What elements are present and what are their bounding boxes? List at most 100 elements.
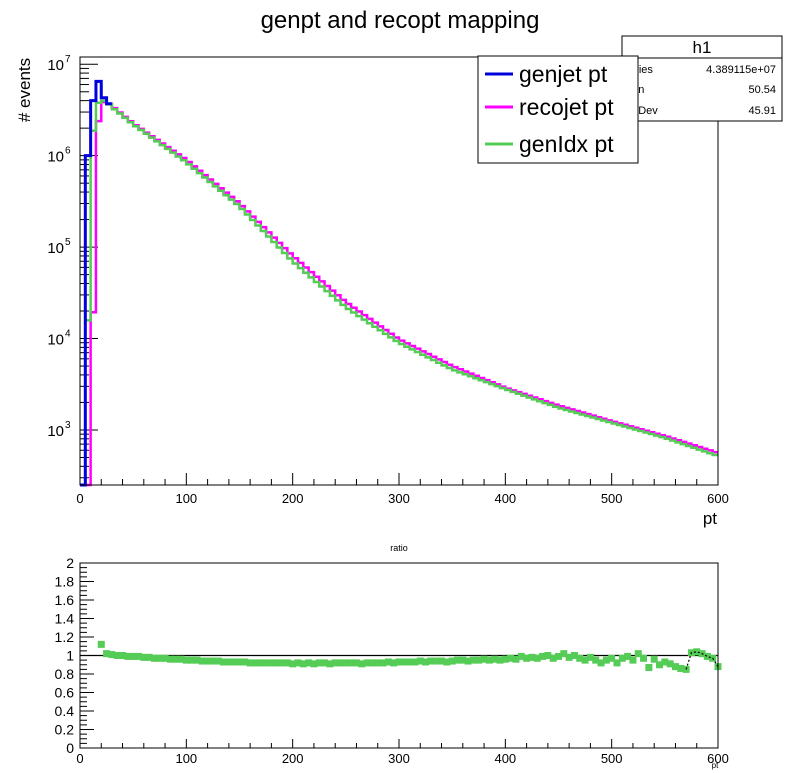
ratio-marker <box>384 658 392 666</box>
stats-box-frame <box>621 35 783 122</box>
ratio-marker <box>236 658 243 666</box>
ratio-x-tick-label: 100 <box>175 751 197 766</box>
legend: genjet pt recojet pt genIdx pt <box>477 55 639 164</box>
ratio-marker <box>650 655 658 663</box>
ratio-marker <box>374 659 382 667</box>
ratio-marker <box>251 659 259 667</box>
ratio-marker <box>294 659 302 667</box>
ratio-marker <box>124 652 132 660</box>
ratio-marker <box>368 659 376 667</box>
ratio-y-tick-label: 0.8 <box>55 666 75 682</box>
ratio-overlay-line <box>685 651 719 670</box>
stats-stddev-value: 45.91 <box>748 105 776 117</box>
ratio-marker <box>533 654 541 662</box>
x-axis-label: pt <box>703 509 717 528</box>
y-axis-label: # events <box>15 58 34 122</box>
top-series-group <box>80 79 718 487</box>
ratio-marker <box>485 656 493 664</box>
ratio-marker <box>347 659 355 667</box>
ratio-marker <box>539 652 547 660</box>
ratio-marker <box>453 656 461 664</box>
ratio-marker <box>624 652 632 660</box>
ratio-marker <box>496 656 504 664</box>
top-y-tick-label: 10 <box>47 149 64 166</box>
ratio-marker <box>656 661 664 669</box>
ratio-marker <box>661 658 669 666</box>
ratio-marker <box>677 664 685 672</box>
ratio-x-tick-label: 0 <box>76 751 83 766</box>
ratio-marker <box>246 659 254 667</box>
ratio-plot-frame <box>79 562 719 749</box>
top-y-tick-exponent: 6 <box>65 146 71 157</box>
ratio-marker <box>299 660 307 668</box>
ratio-marker <box>305 659 313 667</box>
ratio-marker <box>475 656 483 664</box>
ratio-marker <box>113 652 121 659</box>
top-x-tick-label: 500 <box>601 491 623 506</box>
ratio-marker <box>406 658 414 666</box>
ratio-marker <box>140 653 148 661</box>
ratio-marker <box>400 658 408 666</box>
ratio-x-tick-label: 200 <box>282 751 304 766</box>
ratio-marker <box>618 654 626 662</box>
ratio-marker <box>225 658 233 666</box>
ratio-marker <box>209 657 217 665</box>
ratio-marker <box>427 657 435 665</box>
ratio-marker <box>220 658 228 666</box>
ratio-marker <box>581 656 589 664</box>
ratio-marker <box>182 656 190 664</box>
ratio-marker <box>422 658 430 666</box>
top-y-tick-label: 10 <box>47 57 64 74</box>
ratio-marker <box>555 652 562 660</box>
legend-label-genidx: genIdx pt <box>519 131 614 157</box>
ratio-marker <box>512 655 520 663</box>
ratio-marker <box>528 653 536 661</box>
ratio-marker <box>443 658 451 666</box>
top-y-tick-exponent: 4 <box>65 329 71 340</box>
ratio-marker <box>267 659 275 667</box>
ratio-marker <box>501 655 509 663</box>
ratio-y-tick-label: 1 <box>66 648 74 664</box>
ratio-marker <box>634 650 642 658</box>
top-x-tick-label: 0 <box>76 491 83 506</box>
ratio-marker <box>283 659 291 667</box>
ratio-marker <box>150 654 158 662</box>
top-y-tick-label: 10 <box>47 240 64 257</box>
top-x-tick-label: 200 <box>282 491 304 506</box>
ratio-marker <box>416 657 424 665</box>
ratio-marker <box>592 656 600 664</box>
series-genjet-pt <box>80 79 112 487</box>
top-x-tick-label: 400 <box>494 491 516 506</box>
ratio-marker <box>693 648 701 656</box>
ratio-marker <box>491 655 499 663</box>
chart-title: genpt and recopt mapping <box>261 7 540 34</box>
ratio-marker <box>544 652 552 659</box>
ratio-marker <box>358 660 366 668</box>
ratio-marker <box>262 659 270 667</box>
ratio-x-tick-label: 400 <box>494 751 516 766</box>
ratio-y-tick-label: 2 <box>66 555 74 571</box>
ratio-marker <box>310 660 318 668</box>
top-x-tick-label: 300 <box>388 491 410 506</box>
ratio-y-tick-label: 0.6 <box>55 685 75 701</box>
ratio-marker <box>640 654 648 662</box>
ratio-marker <box>586 653 594 661</box>
ratio-marker <box>448 657 456 665</box>
ratio-marker <box>395 658 403 666</box>
top-y-tick-exponent: 5 <box>65 237 71 248</box>
ratio-y-tick-label: 0.2 <box>55 722 75 738</box>
ratio-marker <box>602 656 610 664</box>
ratio-marker <box>289 660 297 668</box>
ratio-marker <box>188 656 196 664</box>
ratio-marker <box>666 660 674 668</box>
ratio-marker <box>570 652 578 659</box>
top-plot-frame <box>79 56 719 486</box>
ratio-marker <box>560 650 568 658</box>
ratio-marker <box>278 659 286 667</box>
ratio-marker <box>166 655 174 663</box>
ratio-marker <box>161 654 169 662</box>
top-x-tick-label: 100 <box>175 491 197 506</box>
ratio-marker <box>273 659 281 667</box>
ratio-series-group <box>80 640 722 673</box>
